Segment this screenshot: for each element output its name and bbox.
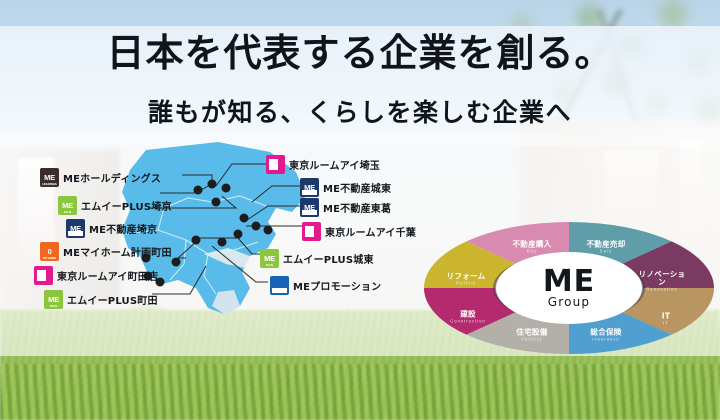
me-group-logo-subtitle: Group — [547, 295, 591, 310]
wheel-segment-construction — [424, 241, 517, 288]
logo-me-holdings-icon: ME HOLDINGS — [40, 168, 59, 187]
logo-subtext: PLUS — [49, 303, 58, 308]
map-label-text: ME不動産城東 — [323, 184, 392, 195]
map-label-me-plus-saikyo[interactable]: ME PLUS エムイーPLUS埼京 — [58, 196, 172, 215]
logo-mark: 0 — [47, 246, 52, 256]
me-group-logo: ME Group — [496, 252, 642, 324]
wheel-segments — [424, 222, 714, 354]
logo-mark: ME — [264, 253, 275, 263]
wheel-segment-facility — [424, 288, 517, 335]
me-group-wheel: 不動産購入 Buy 不動産売却 Sale リノベーション Renovation … — [424, 222, 714, 354]
logo-subtext: PLUS — [63, 209, 72, 214]
map-label-text: エムイーPLUS城東 — [283, 255, 374, 266]
logo-bar — [272, 288, 287, 293]
map-label-me-plus-machida[interactable]: ME PLUS エムイーPLUS町田 — [44, 290, 158, 309]
map-label-tokyo-room-eye-machida[interactable]: 東京ルームアイ町田店 — [34, 266, 158, 285]
logo-mark: ME — [48, 294, 59, 304]
logo-me-fudosan-icon: ME — [300, 198, 319, 217]
map-label-text: MEプロモーション — [293, 282, 382, 293]
logo-me-fudosan-icon: ME — [66, 219, 85, 238]
map-label-text: エムイーPLUS埼京 — [81, 202, 172, 213]
logo-me-plus-icon: ME PLUS — [260, 249, 279, 268]
logo-tokyo-room-eye-icon — [34, 266, 53, 285]
logo-subtext: PLUS — [265, 262, 274, 267]
map-label-me-fudosan-tokatsu[interactable]: ME ME不動産東葛 — [300, 198, 391, 217]
map-label-me-holdings[interactable]: ME HOLDINGS MEホールディングス — [40, 168, 161, 187]
logo-tokyo-room-eye-icon — [302, 222, 321, 241]
logo-me-promotion-icon — [270, 276, 289, 295]
map-label-text: エムイーPLUS町田 — [67, 296, 158, 307]
map-label-text: MEホールディングス — [63, 174, 162, 185]
logo-bar — [302, 190, 317, 195]
logo-subtext: MY HOME — [43, 255, 56, 260]
map-label-text: MEマイホーム計画町田 — [63, 248, 172, 259]
logo-me-plus-icon: ME PLUS — [44, 290, 63, 309]
map-label-text: 東京ルームアイ千葉 — [325, 228, 416, 239]
map-label-tokyo-room-eye-saitama[interactable]: 東京ルームアイ埼玉 — [266, 155, 380, 174]
logo-inner — [305, 226, 318, 237]
logo-subtext: HOLDINGS — [42, 181, 57, 186]
logo-bar — [302, 210, 317, 215]
wheel-segment-insurance — [466, 311, 569, 354]
logo-me-fudosan-icon: ME — [300, 178, 319, 197]
logo-inner — [269, 159, 282, 170]
me-group-logo-title: ME — [542, 263, 596, 299]
content-overlay-top — [0, 26, 720, 146]
map-label-text: ME不動産東葛 — [323, 204, 392, 215]
logo-bar — [68, 231, 83, 236]
map-label-me-myhome-machida[interactable]: 0 MY HOME MEマイホーム計画町田 — [40, 242, 172, 261]
logo-inner — [37, 270, 50, 281]
logo-me-myhome-icon: 0 MY HOME — [40, 242, 59, 261]
map-label-me-plus-joto[interactable]: ME PLUS エムイーPLUS城東 — [260, 249, 374, 268]
logo-mark: ME — [304, 202, 315, 212]
map-label-text: ME不動産埼京 — [89, 225, 158, 236]
wheel-segment-sale — [621, 241, 714, 288]
logo-mark: ME — [44, 172, 55, 182]
hero-headline: 日本を代表する企業を創る。 — [106, 31, 614, 75]
map-label-text: 東京ルームアイ埼玉 — [289, 161, 380, 172]
wheel-segment-renovation — [621, 288, 714, 335]
map-label-me-promotion[interactable]: MEプロモーション — [270, 276, 381, 295]
background-lawn-foreground — [0, 364, 720, 420]
map-label-me-fudosan-saikyo[interactable]: ME ME不動産埼京 — [66, 219, 157, 238]
map-label-tokyo-room-eye-chiba[interactable]: 東京ルームアイ千葉 — [302, 222, 416, 241]
hero-subheadline: 誰もが知る、くらしを楽しむ企業へ — [147, 98, 572, 127]
logo-mark: ME — [304, 182, 315, 192]
map-label-text: 東京ルームアイ町田店 — [57, 272, 159, 283]
logo-mark: ME — [70, 223, 81, 233]
logo-me-plus-icon: ME PLUS — [58, 196, 77, 215]
logo-tokyo-room-eye-icon — [266, 155, 285, 174]
map-label-me-fudosan-joto[interactable]: ME ME不動産城東 — [300, 178, 391, 197]
logo-mark: ME — [62, 200, 73, 210]
wheel-segment-it — [569, 311, 672, 354]
